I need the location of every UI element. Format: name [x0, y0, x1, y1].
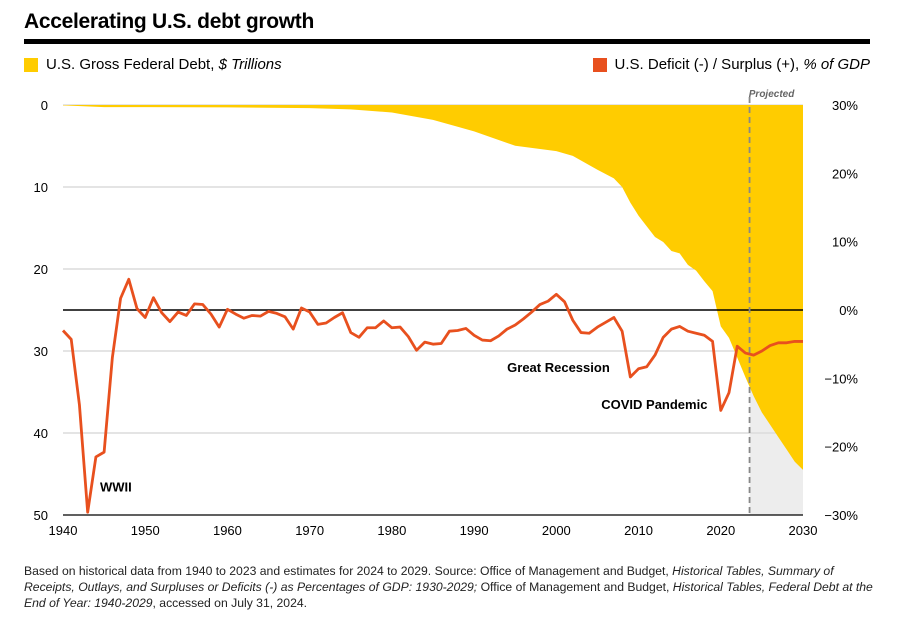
footnote: Based on historical data from 1940 to 20… — [24, 563, 874, 611]
x-tick-label: 2000 — [542, 523, 571, 538]
x-tick-label: 1970 — [295, 523, 324, 538]
projected-label: Projected — [749, 89, 795, 100]
right-tick-label: 10% — [832, 235, 858, 250]
footnote-italic-1: Historical Tables, Summary of Receipts, … — [24, 564, 834, 594]
left-tick-label: 20 — [34, 262, 48, 277]
legend-deficit-unit: % of GDP — [803, 56, 870, 73]
footnote-text-1: Based on historical data from 1940 to 20… — [24, 564, 673, 578]
annotation-wwii: WWII — [100, 480, 132, 495]
legend-debt: U.S. Gross Federal Debt, $ Trillions — [24, 56, 282, 73]
x-tick-label: 1960 — [213, 523, 242, 538]
right-tick-label: 0% — [839, 303, 858, 318]
legend-deficit-label: U.S. Deficit (-) / Surplus (+), — [614, 56, 800, 73]
x-tick-label: 2010 — [624, 523, 653, 538]
x-tick-label: 1990 — [460, 523, 489, 538]
x-tick-label: 1950 — [131, 523, 160, 538]
deficit-line — [61, 277, 803, 514]
left-tick-label: 30 — [34, 344, 48, 359]
right-tick-label: 20% — [832, 166, 858, 181]
legend-deficit-swatch — [592, 57, 607, 72]
right-tick-label: 30% — [832, 98, 858, 113]
debt-area — [63, 105, 803, 470]
right-tick-label: −30% — [824, 508, 858, 523]
x-tick-label: 1940 — [49, 523, 78, 538]
x-tick-label: 2020 — [706, 523, 735, 538]
left-tick-label: 40 — [34, 426, 48, 441]
footnote-text-2: Office of Management and Budget, — [477, 580, 673, 594]
left-tick-label: 50 — [34, 508, 48, 523]
title-divider — [24, 39, 870, 44]
left-tick-label: 0 — [41, 98, 48, 113]
chart-title: Accelerating U.S. debt growth — [24, 10, 315, 33]
right-tick-label: −20% — [824, 440, 858, 455]
right-tick-label: −10% — [824, 371, 858, 386]
legend-deficit: U.S. Deficit (-) / Surplus (+), % of GDP — [592, 56, 870, 73]
legend-debt-swatch — [24, 57, 38, 72]
footnote-italic-2: Historical Tables, Federal Debt at the E… — [24, 580, 873, 610]
footnote-text-3: , accessed on July 31, 2024. — [152, 596, 308, 610]
annotation-great-recession: Great Recession — [507, 360, 610, 375]
left-tick-label: 10 — [34, 180, 48, 195]
legend-debt-label: U.S. Gross Federal Debt, — [46, 56, 215, 73]
x-tick-label: 2030 — [789, 523, 818, 538]
x-tick-label: 1980 — [377, 523, 406, 538]
legend-debt-unit: $ Trillions — [218, 56, 282, 73]
annotation-covid: COVID Pandemic — [601, 397, 707, 412]
